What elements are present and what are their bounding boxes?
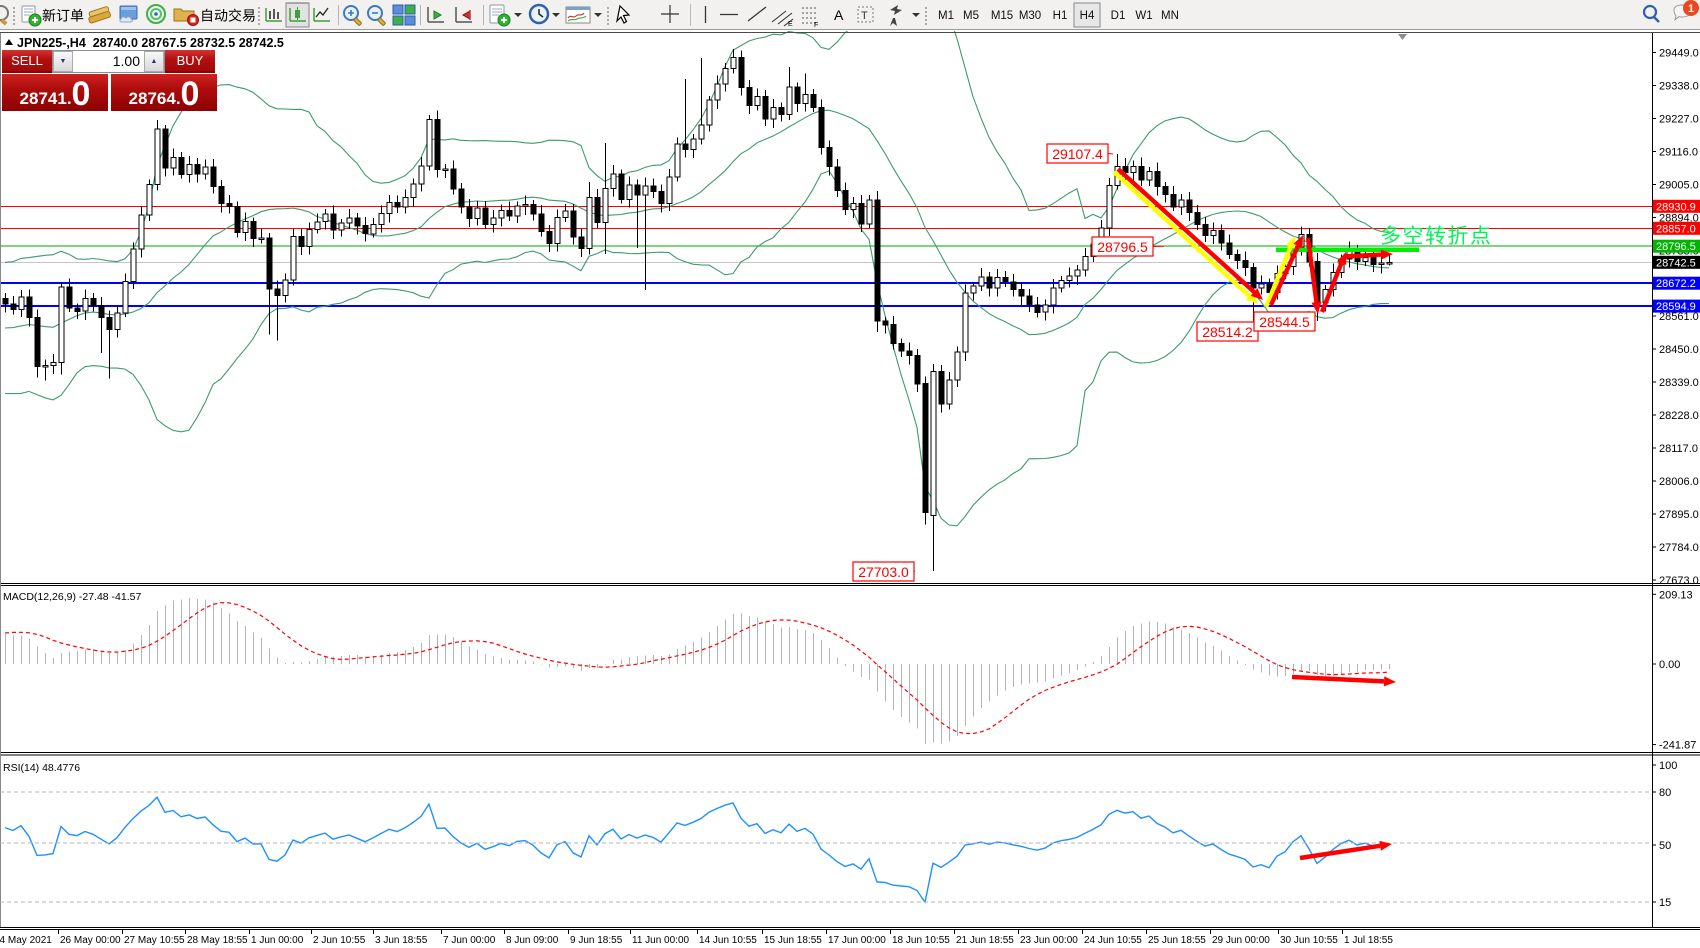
svg-text:M1: M1 xyxy=(938,10,954,22)
svg-text:29338.0: 29338.0 xyxy=(1659,80,1699,92)
svg-text:28450.0: 28450.0 xyxy=(1659,344,1699,356)
svg-text:17 Jun 00:00: 17 Jun 00:00 xyxy=(828,935,886,946)
svg-text:7 Jun 00:00: 7 Jun 00:00 xyxy=(443,935,496,946)
svg-text:29107.4: 29107.4 xyxy=(1052,146,1103,162)
svg-text:28796.5: 28796.5 xyxy=(1656,241,1696,253)
svg-text:28857.0: 28857.0 xyxy=(1656,223,1696,235)
svg-text:29116.0: 29116.0 xyxy=(1659,146,1698,158)
svg-text:29227.0: 29227.0 xyxy=(1659,113,1699,125)
svg-text:24 May 2021: 24 May 2021 xyxy=(0,935,52,946)
svg-text:A: A xyxy=(834,7,844,23)
svg-text:18 Jun 10:55: 18 Jun 10:55 xyxy=(892,935,950,946)
svg-text:27784.0: 27784.0 xyxy=(1659,542,1699,554)
svg-text:15 Jun 18:55: 15 Jun 18:55 xyxy=(764,935,822,946)
svg-text:F: F xyxy=(814,22,818,29)
svg-text:3 Jun 18:55: 3 Jun 18:55 xyxy=(375,935,428,946)
svg-text:2 Jun 10:55: 2 Jun 10:55 xyxy=(313,935,366,946)
svg-text:28514.2: 28514.2 xyxy=(1202,324,1253,340)
svg-text:MACD(12,26,9) -27.48 -41.57: MACD(12,26,9) -27.48 -41.57 xyxy=(3,591,141,603)
svg-text:14 Jun 10:55: 14 Jun 10:55 xyxy=(699,935,757,946)
svg-text:30 Jun 10:55: 30 Jun 10:55 xyxy=(1280,935,1338,946)
svg-text:0.00: 0.00 xyxy=(1659,659,1680,671)
svg-text:28006.0: 28006.0 xyxy=(1659,476,1699,488)
svg-text:23 Jun 00:00: 23 Jun 00:00 xyxy=(1020,935,1078,946)
svg-text:28339.0: 28339.0 xyxy=(1659,377,1699,389)
svg-text:28930.9: 28930.9 xyxy=(1656,201,1696,213)
svg-text:M15: M15 xyxy=(991,10,1013,22)
svg-text:9 Jun 18:55: 9 Jun 18:55 xyxy=(570,935,623,946)
svg-text:11 Jun 00:00: 11 Jun 00:00 xyxy=(632,935,690,946)
svg-text:1 Jul 18:55: 1 Jul 18:55 xyxy=(1344,935,1393,946)
svg-text:27 May 10:55: 27 May 10:55 xyxy=(124,935,185,946)
svg-text:24 Jun 10:55: 24 Jun 10:55 xyxy=(1084,935,1142,946)
svg-text:80: 80 xyxy=(1659,787,1671,799)
svg-text:H1: H1 xyxy=(1053,10,1068,22)
svg-text:29 Jun 00:00: 29 Jun 00:00 xyxy=(1212,935,1270,946)
svg-text:29449.0: 29449.0 xyxy=(1659,47,1699,59)
svg-text:28544.5: 28544.5 xyxy=(1259,314,1310,330)
svg-text:26 May 00:00: 26 May 00:00 xyxy=(60,935,121,946)
svg-text:28228.0: 28228.0 xyxy=(1659,410,1699,422)
svg-text:W1: W1 xyxy=(1135,10,1152,22)
svg-text:15: 15 xyxy=(1659,897,1671,909)
svg-text:T: T xyxy=(861,10,868,22)
svg-text:M5: M5 xyxy=(963,10,979,22)
svg-text:21 Jun 18:55: 21 Jun 18:55 xyxy=(956,935,1014,946)
svg-text:D1: D1 xyxy=(1111,10,1126,22)
svg-text:RSI(14) 48.4776: RSI(14) 48.4776 xyxy=(3,762,80,774)
svg-text:E: E xyxy=(788,21,793,28)
svg-text:M30: M30 xyxy=(1019,10,1041,22)
svg-text:JPN225-,H4 28740.0 28767.5 28: JPN225-,H4 28740.0 28767.5 28732.5 28742… xyxy=(17,36,284,50)
svg-text:27703.0: 27703.0 xyxy=(858,564,909,580)
svg-text:25 Jun 18:55: 25 Jun 18:55 xyxy=(1148,935,1206,946)
svg-text:28594.9: 28594.9 xyxy=(1656,301,1696,313)
svg-text:50: 50 xyxy=(1659,840,1671,852)
svg-text:209.13: 209.13 xyxy=(1659,589,1693,601)
svg-text:28117.0: 28117.0 xyxy=(1659,443,1698,455)
svg-text:28796.5: 28796.5 xyxy=(1097,239,1148,255)
svg-text:28672.2: 28672.2 xyxy=(1656,278,1696,290)
svg-text:28894.0: 28894.0 xyxy=(1659,212,1699,224)
svg-text:100: 100 xyxy=(1659,760,1677,772)
svg-text:29005.0: 29005.0 xyxy=(1659,179,1699,191)
svg-text:MN: MN xyxy=(1161,10,1179,22)
svg-text:1: 1 xyxy=(1688,3,1694,15)
svg-text:28742.5: 28742.5 xyxy=(1656,257,1696,269)
svg-text:27895.0: 27895.0 xyxy=(1659,509,1699,521)
svg-text:1 Jun 00:00: 1 Jun 00:00 xyxy=(251,935,304,946)
svg-text:28 May 18:55: 28 May 18:55 xyxy=(187,935,248,946)
svg-text:8 Jun 09:00: 8 Jun 09:00 xyxy=(506,935,559,946)
svg-text:28561.0: 28561.0 xyxy=(1659,311,1699,323)
svg-text:H4: H4 xyxy=(1080,10,1095,22)
svg-text:-241.87: -241.87 xyxy=(1659,740,1696,752)
